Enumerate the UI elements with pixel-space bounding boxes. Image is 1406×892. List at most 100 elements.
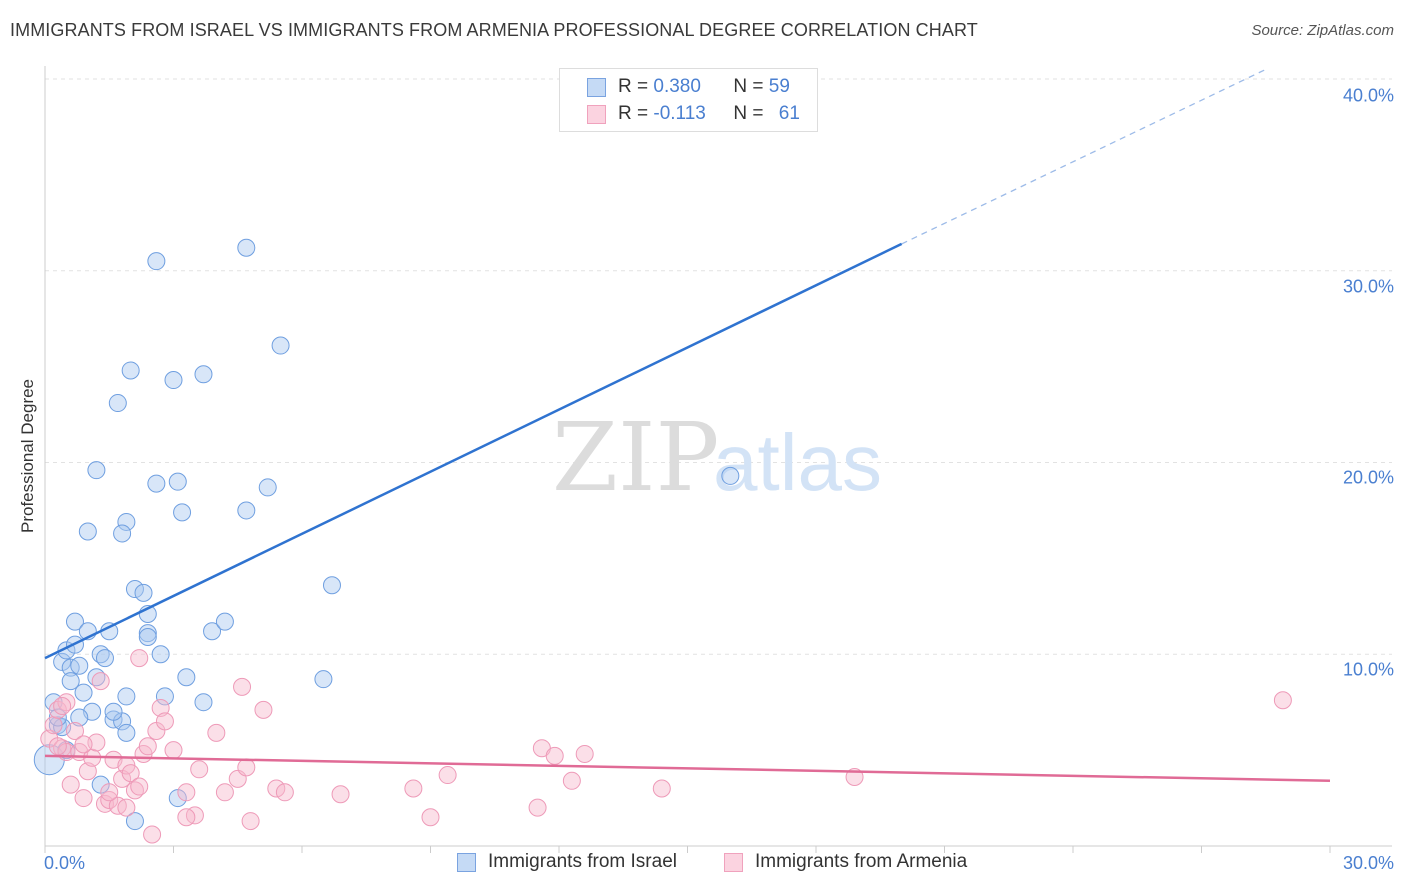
armenia-point bbox=[207, 723, 226, 742]
israel-point bbox=[134, 583, 153, 602]
israel-point bbox=[151, 645, 170, 664]
israel-point bbox=[147, 474, 166, 493]
watermark-atlas: atlas bbox=[713, 418, 882, 507]
israel-point bbox=[117, 687, 136, 706]
chart-title: IMMIGRANTS FROM ISRAEL VS IMMIGRANTS FRO… bbox=[10, 20, 978, 40]
israel-point bbox=[164, 371, 183, 390]
armenia-point bbox=[254, 700, 273, 719]
armenia-point bbox=[138, 737, 157, 756]
armenia-legend-label: Immigrants from Armenia bbox=[755, 851, 968, 872]
correlation-legend: R = 0.380 N = 59 R = -0.113 N = 61 bbox=[559, 68, 818, 132]
israel-point bbox=[147, 252, 166, 271]
x-tick-label: 0.0% bbox=[44, 853, 86, 873]
israel-point bbox=[113, 524, 132, 543]
israel-point bbox=[125, 580, 144, 599]
armenia-point bbox=[267, 779, 286, 798]
armenia-r-label: R = bbox=[618, 103, 654, 124]
israel-trendline bbox=[44, 242, 903, 660]
israel-point bbox=[65, 612, 84, 631]
armenia-point bbox=[331, 785, 350, 804]
israel-point bbox=[70, 708, 89, 727]
armenia-point bbox=[575, 744, 594, 763]
israel-r-label: R = bbox=[618, 76, 654, 97]
israel-point bbox=[61, 672, 80, 691]
armenia-point bbox=[404, 779, 423, 798]
armenia-point bbox=[74, 735, 93, 754]
armenia-trendline bbox=[44, 754, 1331, 783]
watermark-zip: ZIP bbox=[552, 403, 719, 513]
armenia-point bbox=[562, 771, 581, 790]
israel-point bbox=[74, 683, 93, 702]
israel-point bbox=[194, 693, 213, 712]
series-legend-armenia: Immigrants from Armenia bbox=[724, 851, 967, 873]
legend-row-israel: R = 0.380 N = 59 bbox=[587, 76, 790, 98]
israel-point bbox=[322, 576, 341, 595]
israel-point bbox=[121, 361, 140, 380]
armenia-point bbox=[100, 783, 119, 802]
israel-legend-label: Immigrants from Israel bbox=[488, 851, 677, 872]
y-tick-label: 40.0% bbox=[1342, 85, 1394, 106]
israel-point bbox=[177, 668, 196, 687]
israel-point bbox=[125, 812, 144, 831]
armenia-point bbox=[61, 775, 80, 794]
israel-point bbox=[237, 238, 256, 257]
armenia-point bbox=[143, 825, 162, 844]
armenia-point bbox=[130, 777, 149, 796]
israel-swatch bbox=[587, 77, 606, 97]
armenia-point bbox=[215, 783, 234, 802]
israel-point bbox=[721, 466, 740, 485]
y-tick-label: 10.0% bbox=[1342, 659, 1394, 680]
israel-point bbox=[117, 512, 136, 531]
israel-trendline-extension bbox=[901, 68, 1267, 245]
israel-point bbox=[203, 622, 222, 641]
armenia-n-label: N = bbox=[733, 103, 769, 124]
israel-legend-swatch bbox=[457, 852, 476, 872]
armenia-point bbox=[117, 798, 136, 817]
israel-point bbox=[237, 501, 256, 520]
israel-point bbox=[168, 472, 187, 491]
armenia-point bbox=[74, 789, 93, 808]
armenia-point bbox=[53, 697, 72, 716]
armenia-point bbox=[177, 783, 196, 802]
armenia-point bbox=[528, 798, 547, 817]
legend-row-armenia: R = -0.113 N = 61 bbox=[587, 103, 800, 125]
x-tick-label: 30.0% bbox=[1342, 853, 1394, 873]
armenia-point bbox=[155, 712, 174, 731]
series-legend-israel: Immigrants from Israel bbox=[457, 851, 677, 873]
armenia-point bbox=[652, 779, 671, 798]
israel-r-value: 0.380 bbox=[653, 76, 701, 97]
israel-point bbox=[258, 478, 277, 497]
armenia-point bbox=[48, 737, 67, 756]
armenia-point bbox=[438, 766, 457, 785]
israel-point bbox=[108, 394, 127, 413]
israel-n-value: 59 bbox=[768, 76, 790, 97]
armenia-point bbox=[78, 762, 97, 781]
israel-point bbox=[138, 624, 157, 643]
armenia-point bbox=[190, 760, 209, 779]
israel-point bbox=[70, 656, 89, 675]
armenia-r-value: -0.113 bbox=[653, 103, 706, 124]
y-tick-label: 20.0% bbox=[1342, 467, 1394, 488]
armenia-point bbox=[241, 812, 260, 831]
y-tick-label: 30.0% bbox=[1342, 276, 1394, 297]
israel-point bbox=[104, 702, 123, 721]
armenia-point bbox=[177, 808, 196, 827]
armenia-point bbox=[151, 698, 170, 717]
israel-point bbox=[95, 649, 114, 668]
armenia-swatch bbox=[587, 104, 606, 124]
israel-point bbox=[78, 522, 97, 541]
israel-point bbox=[87, 461, 106, 480]
armenia-point bbox=[164, 741, 183, 760]
israel-point bbox=[314, 670, 333, 689]
israel-point bbox=[173, 503, 192, 522]
israel-point bbox=[138, 627, 157, 646]
armenia-point bbox=[275, 783, 294, 802]
israel-n-label: N = bbox=[733, 76, 769, 97]
israel-point bbox=[215, 612, 234, 631]
armenia-point bbox=[121, 764, 140, 783]
source-label: Source: ZipAtlas.com bbox=[1251, 22, 1394, 39]
israel-point bbox=[117, 723, 136, 742]
armenia-point bbox=[130, 649, 149, 668]
armenia-point bbox=[91, 672, 110, 691]
